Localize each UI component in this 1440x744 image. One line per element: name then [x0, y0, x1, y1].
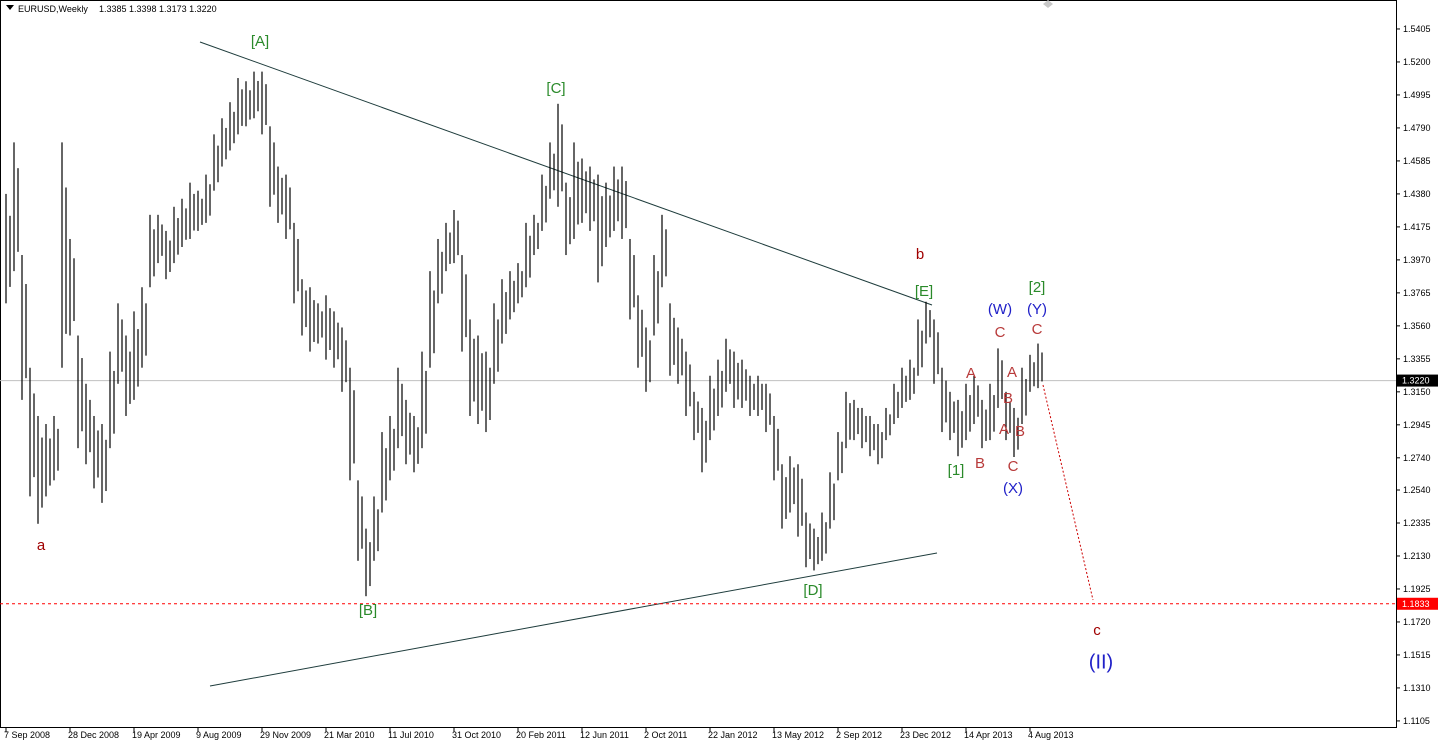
wave-label: (II): [1089, 651, 1113, 673]
y-tick-label: 1.2945: [1403, 420, 1431, 430]
x-tick-label: 28 Dec 2008: [68, 730, 119, 740]
x-tick-label: 2 Sep 2012: [836, 730, 882, 740]
y-tick-label: 1.1105: [1403, 716, 1430, 726]
y-tick-label: 1.2335: [1403, 518, 1431, 528]
x-tick-label: 22 Jan 2012: [708, 730, 758, 740]
trend-line: [199, 41, 933, 306]
wave-label: b: [916, 246, 924, 263]
x-tick-label: 29 Nov 2009: [260, 730, 311, 740]
y-tick-label: 1.4585: [1403, 156, 1431, 166]
y-tick-label: 1.2740: [1403, 453, 1431, 463]
wave-label: [2]: [1029, 279, 1046, 296]
y-tick-label: 1.4175: [1403, 222, 1431, 232]
price-tag-label: 1.3220: [1402, 376, 1430, 386]
y-tick-label: 1.1515: [1403, 650, 1431, 660]
x-tick-label: 31 Oct 2010: [452, 730, 501, 740]
wave-label: A: [1007, 364, 1017, 381]
wave-label: C: [1008, 458, 1019, 475]
wave-label: [E]: [915, 283, 933, 300]
wave-label: a: [37, 537, 46, 554]
y-tick-label: 1.4380: [1403, 189, 1431, 199]
wave-label: c: [1093, 622, 1101, 639]
wave-label: A: [999, 421, 1009, 438]
wave-label: B: [975, 455, 985, 472]
x-tick-label: 11 Jul 2010: [388, 730, 434, 740]
wave-label: [B]: [359, 602, 377, 619]
wave-label: [D]: [803, 582, 822, 599]
ohlc-header: 1.3385 1.3398 1.3173 1.3220: [99, 4, 217, 14]
x-tick-label: 2 Oct 2011: [644, 730, 687, 740]
wave-label: A: [966, 365, 976, 382]
x-tick-label: 19 Apr 2009: [132, 730, 181, 740]
x-tick-label: 4 Aug 2013: [1028, 730, 1074, 740]
x-tick-label: 23 Dec 2012: [900, 730, 951, 740]
projection-line: [1042, 384, 1094, 601]
wave-label: B: [1003, 390, 1013, 407]
chart-title: EURUSD,Weekly: [18, 4, 88, 14]
plot-frame: [0, 0, 1397, 728]
wave-label: [A]: [251, 33, 269, 50]
y-tick-label: 1.4995: [1403, 90, 1431, 100]
price-tag: [1397, 597, 1438, 610]
y-tick-label: 1.3765: [1403, 288, 1431, 298]
x-tick-label: 9 Aug 2009: [196, 730, 242, 740]
y-tick-label: 1.2540: [1403, 485, 1431, 495]
wave-label: [C]: [546, 80, 565, 97]
y-tick-label: 1.1925: [1403, 584, 1431, 594]
wave-label: C: [1032, 321, 1043, 338]
trend-line: [209, 552, 938, 687]
x-tick-label: 20 Feb 2011: [516, 730, 566, 740]
x-tick-label: 12 Jun 2011: [580, 730, 629, 740]
price-tag-label: 1.1833: [1402, 599, 1430, 609]
x-tick-label: 21 Mar 2010: [324, 730, 375, 740]
shift-marker[interactable]: [1043, 0, 1053, 8]
wave-label: (X): [1003, 480, 1023, 497]
x-tick-label: 7 Sep 2008: [4, 730, 50, 740]
wave-label: [1]: [948, 462, 965, 479]
y-tick-label: 1.1720: [1403, 617, 1431, 627]
y-tick-label: 1.5405: [1403, 24, 1431, 34]
y-tick-label: 1.3970: [1403, 255, 1431, 265]
price-tag: [1397, 374, 1438, 387]
wave-label: C: [995, 324, 1006, 341]
y-tick-label: 1.3560: [1403, 321, 1431, 331]
y-tick-label: 1.1310: [1403, 683, 1431, 693]
x-tick-label: 13 May 2012: [772, 730, 824, 740]
y-tick-label: 1.4790: [1403, 123, 1431, 133]
wave-label: (Y): [1027, 301, 1047, 318]
wave-label: (W): [988, 301, 1012, 318]
menu-arrow[interactable]: [6, 5, 14, 10]
y-tick-label: 1.3355: [1403, 354, 1431, 364]
wave-label: B: [1015, 423, 1025, 440]
x-tick-label: 14 Apr 2013: [964, 730, 1013, 740]
y-tick-label: 1.3150: [1403, 387, 1431, 397]
y-tick-label: 1.2130: [1403, 551, 1431, 561]
y-tick-label: 1.5200: [1403, 57, 1431, 67]
